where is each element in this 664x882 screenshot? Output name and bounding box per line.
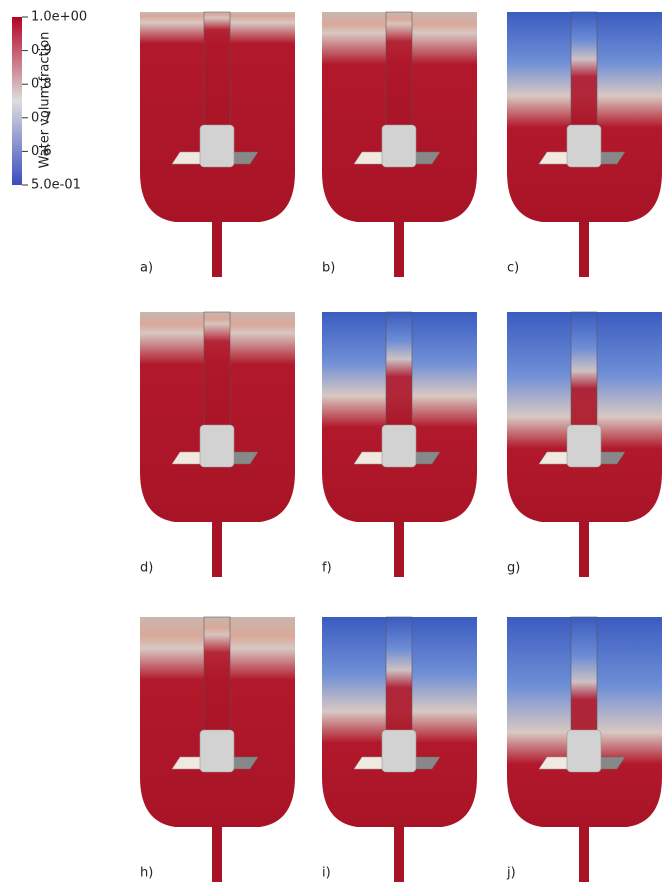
figure: Water volum fraction 1.0e+000.90.80.70.6… [0, 0, 664, 882]
outlet-pipe [579, 217, 589, 277]
shaft [571, 312, 597, 430]
tick-label: 0.6 [31, 144, 52, 159]
panel [322, 617, 477, 882]
panel [140, 12, 295, 277]
shaft [386, 12, 412, 130]
panel-label: h) [140, 866, 153, 881]
panel [322, 12, 477, 277]
shaft [386, 617, 412, 735]
hub [200, 730, 234, 772]
shaft [386, 312, 412, 430]
tick-label: 0.8 [31, 77, 52, 92]
panel-label: i) [322, 866, 331, 881]
shaft [571, 12, 597, 130]
outlet-pipe [579, 517, 589, 577]
panel-label: j) [506, 866, 516, 881]
panel-label: g) [507, 561, 520, 576]
tick-label: 0.9 [31, 43, 52, 58]
outlet-pipe [394, 217, 404, 277]
shaft [571, 617, 597, 735]
hub [567, 730, 601, 772]
hub [382, 125, 416, 167]
outlet-pipe [212, 217, 222, 277]
hub [567, 425, 601, 467]
panel-label: c) [507, 261, 519, 276]
tick-label: 1.0e+00 [31, 10, 87, 25]
outlet-pipe [212, 822, 222, 882]
shaft [204, 617, 230, 735]
hub [382, 730, 416, 772]
colorbar [12, 17, 22, 185]
panel [507, 312, 662, 577]
panel [322, 312, 477, 577]
shaft [204, 12, 230, 130]
outlet-pipe [212, 517, 222, 577]
panel-label: a) [140, 261, 153, 276]
panel [140, 312, 295, 577]
hub [200, 125, 234, 167]
shaft [204, 312, 230, 430]
outlet-pipe [394, 822, 404, 882]
tick-label: 5.0e-01 [31, 178, 81, 193]
hub [382, 425, 416, 467]
outlet-pipe [394, 517, 404, 577]
panel [507, 12, 662, 277]
panel-label: b) [322, 261, 335, 276]
outlet-pipe [579, 822, 589, 882]
panel [140, 617, 295, 882]
tick-label: 0.7 [31, 110, 52, 125]
panel [507, 617, 662, 882]
hub [200, 425, 234, 467]
hub [567, 125, 601, 167]
panel-label: f) [322, 561, 332, 576]
panel-label: d) [140, 561, 153, 576]
